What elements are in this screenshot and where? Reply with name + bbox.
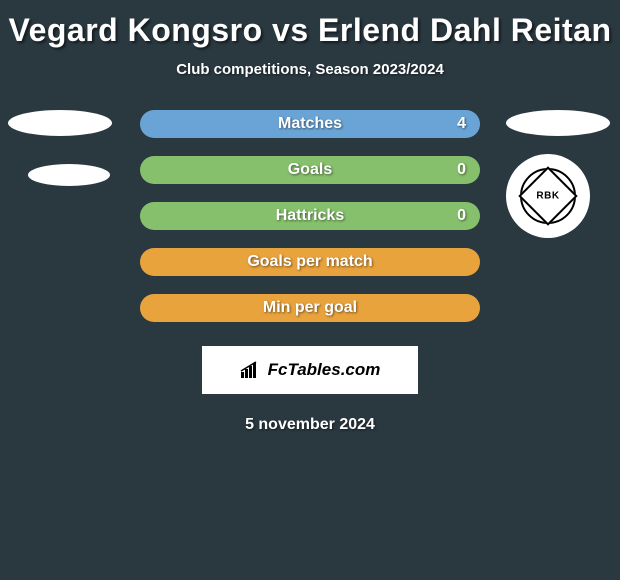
ellipse-icon xyxy=(506,110,610,136)
chart-icon xyxy=(240,361,262,379)
credit-box: FcTables.com xyxy=(202,346,418,394)
credit-text: FcTables.com xyxy=(268,360,381,380)
stats-area: RBK Matches 4 Goals 0 Hattricks 0 Goals per ma… xyxy=(0,110,620,322)
stat-bar-label: Goals per match xyxy=(247,253,372,271)
page-title: Vegard Kongsro vs Erlend Dahl Reitan xyxy=(0,0,620,49)
stat-bar-value: 0 xyxy=(457,161,466,179)
stat-bar-value: 0 xyxy=(457,207,466,225)
stat-bar: Goals 0 xyxy=(140,156,480,184)
stat-bar-label: Matches xyxy=(278,115,342,133)
stat-bar-label: Hattricks xyxy=(276,207,344,225)
date-text: 5 november 2024 xyxy=(0,416,620,434)
club-crest: RBK xyxy=(506,154,590,238)
player-left-badge xyxy=(8,110,112,186)
stat-bar: Min per goal xyxy=(140,294,480,322)
ellipse-icon xyxy=(8,110,112,136)
stat-bar: Hattricks 0 xyxy=(140,202,480,230)
stat-bar-value: 4 xyxy=(457,115,466,133)
subtitle: Club competitions, Season 2023/2024 xyxy=(0,61,620,78)
player-right-badge: RBK xyxy=(506,110,610,238)
stat-bars: Matches 4 Goals 0 Hattricks 0 Goals per match M… xyxy=(140,110,480,322)
stat-bar: Matches 4 xyxy=(140,110,480,138)
stat-bar: Goals per match xyxy=(140,248,480,276)
ellipse-icon xyxy=(28,164,110,186)
stat-bar-label: Min per goal xyxy=(263,299,357,317)
stat-bar-label: Goals xyxy=(288,161,332,179)
